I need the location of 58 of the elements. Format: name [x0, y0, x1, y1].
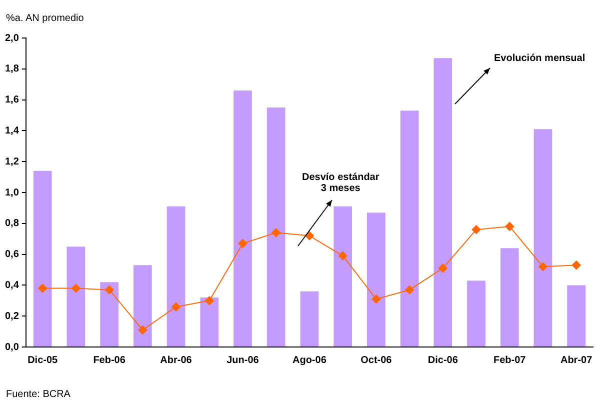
- point: [338, 251, 348, 260]
- point: [372, 294, 381, 304]
- bar: [100, 282, 118, 346]
- point: [572, 260, 581, 270]
- bar: [266, 108, 286, 346]
- bar: [334, 206, 352, 346]
- bar: [200, 298, 219, 346]
- x-tick-label: Dic-06: [428, 354, 458, 366]
- bar: [534, 129, 552, 346]
- bar: [133, 265, 152, 346]
- x-tick-label: Oct-06: [360, 354, 392, 366]
- source-note: Fuente: BCRA: [6, 389, 70, 400]
- y-tick-label: 1,0: [4, 187, 20, 198]
- bar: [567, 285, 586, 346]
- bar: [400, 110, 419, 346]
- bar: [234, 90, 252, 346]
- y-tick-label: 1,6: [4, 94, 20, 106]
- point: [238, 238, 248, 248]
- bar: [33, 170, 52, 346]
- bar: [434, 58, 452, 346]
- y-tick-label: 1,8: [4, 64, 20, 75]
- point: [38, 284, 48, 293]
- bar: [166, 206, 186, 346]
- y-tick-label: 0,8: [4, 218, 20, 230]
- point: [71, 284, 80, 293]
- y-axis-title: %a. AN promedio: [6, 13, 84, 24]
- y-tick-label: 1,4: [4, 125, 20, 136]
- y-tick-label: 0,2: [4, 310, 20, 322]
- y-tick-label: 1,2: [4, 156, 20, 168]
- bar: [300, 291, 319, 346]
- point: [272, 228, 281, 238]
- point: [204, 296, 214, 306]
- point: [505, 222, 514, 231]
- y-tick-label: 2,0: [4, 32, 20, 44]
- x-tick-label: Ago-06: [292, 354, 327, 366]
- annotation: Evolución mensual: [494, 53, 586, 64]
- y-tick-label: 0,0: [4, 342, 20, 353]
- point: [438, 264, 448, 273]
- point: [538, 262, 548, 272]
- point: [405, 285, 414, 294]
- bar: [366, 212, 386, 346]
- x-tick-label: Feb-07: [493, 354, 526, 366]
- point: [172, 302, 181, 312]
- bar: [467, 280, 486, 346]
- x-tick-label: Jun-06: [226, 354, 260, 366]
- point: [104, 285, 114, 294]
- x-tick-label: Abr-06: [160, 354, 192, 366]
- point: [304, 231, 314, 240]
- bar: [500, 248, 519, 346]
- x-tick-label: Abr-07: [560, 354, 593, 366]
- point: [138, 326, 148, 335]
- x-tick-label: Feb-06: [93, 354, 126, 366]
- y-tick-label: 0,6: [4, 249, 20, 260]
- y-tick-label: 0,4: [4, 280, 20, 291]
- x-tick-label: Dic-05: [28, 354, 58, 366]
- annotation: Desvío estándar 3 meses: [302, 172, 380, 194]
- bar: [66, 246, 86, 346]
- point: [472, 225, 481, 234]
